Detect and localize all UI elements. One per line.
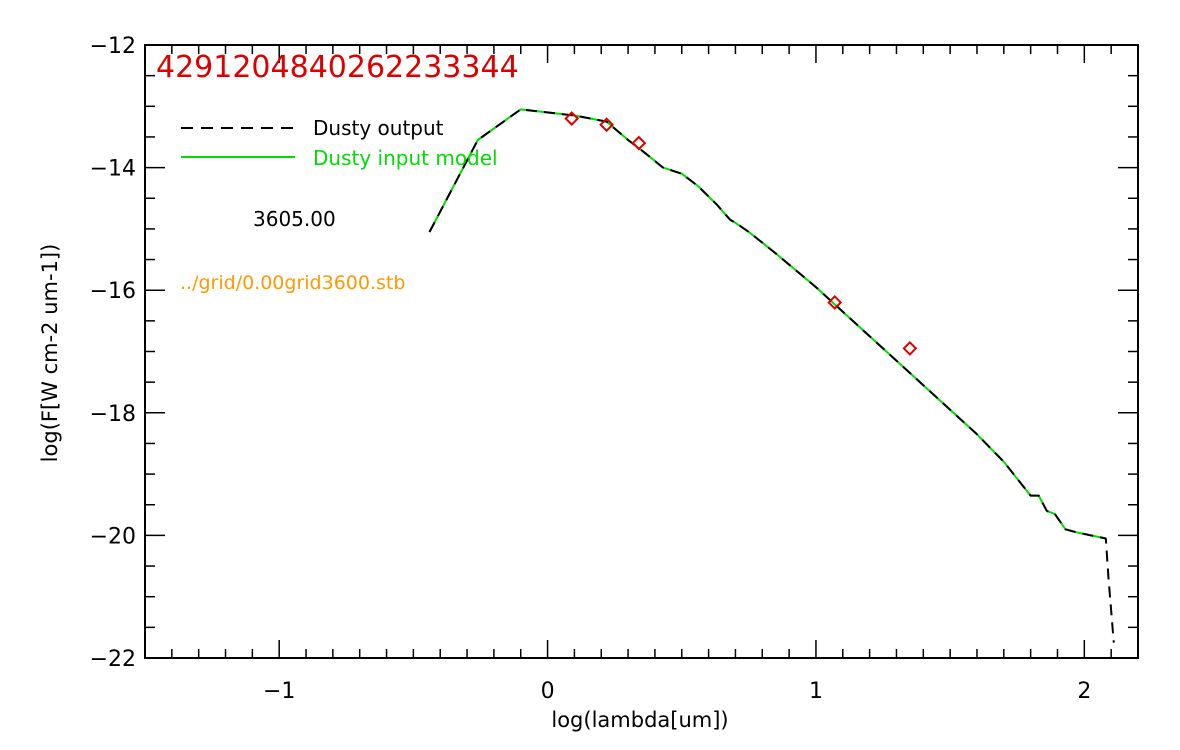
legend: Dusty output Dusty input model bbox=[181, 116, 498, 170]
y-tick-label: −14 bbox=[90, 157, 136, 182]
y-tick-label: −12 bbox=[90, 34, 136, 59]
temperature-label: 3605.00 bbox=[253, 207, 336, 231]
photometry-point bbox=[827, 295, 843, 310]
plot-frame bbox=[144, 44, 1139, 659]
x-axis-title: log(lambda[um]) bbox=[551, 708, 728, 732]
x-tick-label: 0 bbox=[541, 679, 555, 704]
photometry-point bbox=[564, 111, 580, 126]
minor-ticks bbox=[144, 45, 1139, 658]
x-tick-label: 2 bbox=[1077, 679, 1091, 704]
legend-label-dusty-input: Dusty input model bbox=[313, 146, 498, 170]
y-tick-label: −18 bbox=[90, 402, 136, 427]
series-line-dusty-output bbox=[428, 108, 1115, 643]
x-tick-label: 1 bbox=[809, 679, 823, 704]
legend-label-dusty-output: Dusty output bbox=[313, 116, 444, 140]
y-tick-label: −16 bbox=[90, 279, 136, 304]
series-line-dusty-input bbox=[428, 108, 1107, 540]
chart-title: 4291204840262233344 bbox=[156, 50, 519, 85]
plot-layer bbox=[428, 108, 1115, 643]
y-tick-labels: −22 −20 −18 −16 −14 −12 bbox=[90, 34, 136, 672]
y-tick-label: −22 bbox=[90, 647, 136, 672]
photometry-point bbox=[902, 341, 918, 356]
y-axis-title: log(F[W cm-2 um-1]) bbox=[38, 244, 62, 463]
photometry-point bbox=[631, 135, 647, 151]
major-ticks bbox=[145, 44, 1138, 659]
y-tick-label: −20 bbox=[90, 524, 136, 549]
photometry-point bbox=[599, 117, 615, 133]
x-tick-labels: −1 0 1 2 bbox=[263, 679, 1091, 704]
x-tick-label: −1 bbox=[263, 679, 295, 704]
grid-file-label: ../grid/0.00grid3600.stb bbox=[180, 272, 405, 294]
